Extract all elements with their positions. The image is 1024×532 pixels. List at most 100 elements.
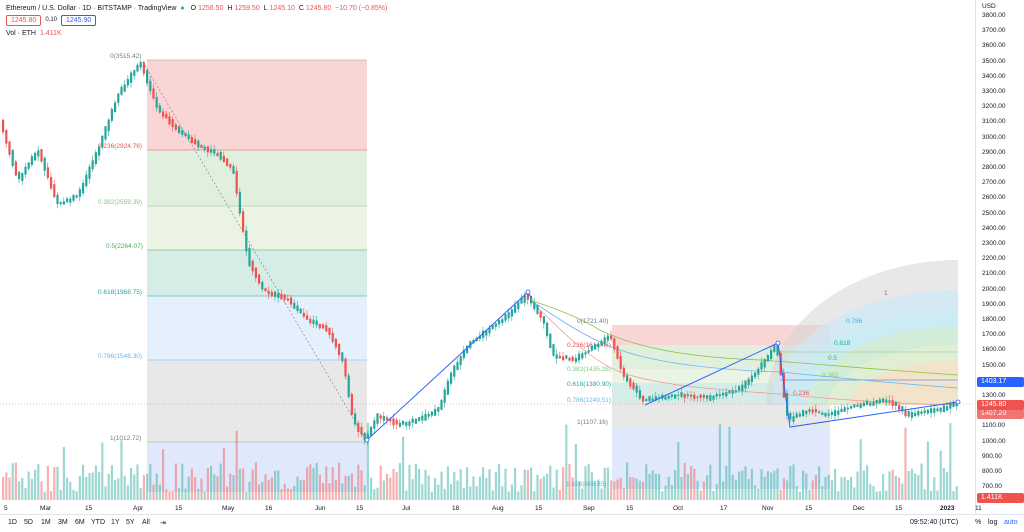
trend-lines[interactable]	[364, 289, 961, 443]
price-axis-tick: 2900.00	[982, 148, 1006, 156]
moving-averages	[529, 299, 959, 406]
price-chart[interactable]: 0(3515.42) 0.236(2924.76) 0.382(2559.39)…	[0, 0, 975, 514]
time-axis-tick: Jul	[402, 505, 411, 512]
log-toggle[interactable]: log	[988, 519, 998, 526]
volume-label[interactable]: Vol · ETH	[6, 30, 36, 37]
price-axis-tick: 800.00	[982, 468, 1002, 475]
price-axis-tick: 2700.00	[982, 179, 1006, 187]
fan-label-0786: 0.786	[846, 318, 863, 325]
price-axis-tick: 700.00	[982, 483, 1002, 491]
price-axis-tick: 1100.00	[982, 422, 1006, 430]
fib-r-label-1618: 1.618(696.85)	[566, 481, 606, 488]
time-axis-tick: 18	[452, 505, 460, 512]
legend-title-row: Ethereum / U.S. Dollar · 1D · BITSTAMP ·…	[6, 4, 387, 13]
fib-label-0236: 0.236(2924.76)	[98, 143, 142, 150]
volume-value: 1.411K	[39, 30, 62, 37]
fan-label-05: 0.5	[828, 355, 837, 362]
volume-legend-row: Vol · ETH 1.411K	[6, 29, 387, 38]
time-axis-tick: 15	[626, 505, 634, 512]
price-axis-tick: 2600.00	[982, 194, 1006, 202]
calendar-range-icon[interactable]: ⇥	[160, 520, 166, 527]
price-axis-tick: 2800.00	[982, 164, 1006, 171]
range-3m[interactable]: 3M	[58, 519, 68, 526]
time-axis-tick: Sep	[583, 505, 595, 512]
time-axis-tick: 15	[535, 505, 543, 512]
price-axis-tick: 3400.00	[982, 72, 1006, 80]
symbol-title[interactable]: Ethereum / U.S. Dollar · 1D · BITSTAMP ·…	[6, 5, 177, 12]
price-axis-tick: 2300.00	[982, 240, 1006, 247]
price-axis-tick: 3300.00	[982, 88, 1006, 95]
price-axis-tick: 1700.00	[982, 331, 1006, 339]
fib-label-1: 1(1012.72)	[110, 435, 141, 442]
range-1m[interactable]: 1M	[41, 519, 51, 526]
price-axis[interactable]: USD 3800.00 3700.00 3600.00 3500.00 3400.00 3…	[975, 0, 1024, 514]
price-axis-tick: 1300.00	[982, 392, 1006, 399]
time-axis-tick: 16	[265, 505, 273, 512]
last-price-tag: 1245.80	[977, 400, 1024, 410]
fan-label-0382: 0.382	[822, 372, 839, 379]
time-axis-tick: Dec	[853, 505, 865, 512]
time-axis-tick: Jun	[315, 505, 326, 512]
change-value: −10.70 (−0.85%)	[335, 5, 388, 12]
volume-tag: 1.411K	[977, 493, 1024, 503]
bottom-toolbar: 5 Mar 15 Apr 15 May 16 Jun 15 Jul 18 Aug 15 Sep 15 Oct 1…	[0, 505, 1024, 532]
time-axis-tick: Aug	[492, 505, 504, 512]
percent-toggle[interactable]: %	[975, 519, 982, 526]
fan-label-0236: 0.236	[793, 390, 810, 397]
time-axis-tick: 2023	[940, 505, 955, 512]
utc-clock[interactable]: 09:52:40 (UTC)	[910, 519, 959, 526]
candlesticks[interactable]	[2, 60, 958, 446]
price-axis-tick: 2200.00	[982, 255, 1006, 263]
price-axis-tick: 3600.00	[982, 42, 1006, 50]
fan-label-0618: 0.618	[834, 340, 851, 347]
status-dot-icon: ●	[180, 5, 185, 12]
price-tag-1403: 1403.17	[977, 377, 1024, 387]
range-1d[interactable]: 1D	[8, 519, 17, 526]
chart-legend: Ethereum / U.S. Dollar · 1D · BITSTAMP ·…	[6, 4, 387, 38]
time-axis-tick: 15	[805, 505, 813, 512]
time-axis-tick: 15	[85, 505, 93, 512]
price-axis-tick: 2500.00	[982, 209, 1006, 217]
range-1y[interactable]: 1Y	[111, 519, 120, 526]
bid-ask-row: 1245.80 0.10 1245.90	[6, 15, 387, 26]
range-5y[interactable]: 5Y	[126, 519, 135, 526]
price-axis-tick: 1500.00	[982, 361, 1006, 369]
fib-r-label-0382: 0.382(1435.28)	[567, 366, 611, 373]
buy-button[interactable]: 1245.90	[61, 15, 97, 26]
time-axis-tick: Nov	[762, 505, 774, 512]
fib-r-label-0618: 0.618(1380.90)	[567, 381, 611, 388]
axis-currency[interactable]: USD	[982, 3, 996, 10]
time-axis-tick: 17	[720, 505, 728, 512]
price-axis-tick: 1800.00	[982, 316, 1006, 323]
fib-label-0: 0(3515.42)	[110, 53, 141, 60]
range-5d[interactable]: 5D	[24, 519, 33, 526]
price-axis-tick: 3200.00	[982, 103, 1006, 111]
fib-retracement-left[interactable]: 0(3515.42) 0.236(2924.76) 0.382(2559.39)…	[98, 53, 367, 492]
range-all[interactable]: All	[142, 519, 150, 526]
price-axis-tick: 1600.00	[982, 346, 1006, 354]
time-axis-tick: 5	[4, 505, 8, 512]
auto-toggle[interactable]: auto	[1004, 519, 1018, 526]
sell-button[interactable]: 1245.80	[6, 15, 42, 26]
price-axis-tick: 1000.00	[982, 437, 1006, 445]
fib-fan-arcs[interactable]: 1 0.786 0.618 0.5 0.382 0.236	[766, 260, 958, 405]
range-6m[interactable]: 6M	[75, 519, 85, 526]
time-axis-tick: Mar	[40, 505, 52, 512]
price-axis-tick: 3500.00	[982, 57, 1006, 65]
fib-label-0786: 0.786(1548.30)	[98, 353, 142, 360]
spread-value: 0.10	[45, 17, 57, 23]
time-axis-tick: 11	[975, 505, 982, 512]
fib-r-label-1: 1(1107.16)	[577, 419, 608, 426]
price-axis-tick: 3000.00	[982, 133, 1006, 141]
range-ytd[interactable]: YTD	[91, 519, 105, 526]
time-axis-tick: 15	[895, 505, 903, 512]
volume-bars	[2, 423, 958, 500]
fib-label-0382: 0.382(2559.39)	[98, 199, 142, 206]
price-axis-tick: 3100.00	[982, 118, 1006, 126]
fib-r-label-0236: 0.236(1614.46)	[567, 342, 611, 349]
ohlc-values: O 1256.50 H 1259.50 L 1245.10 C 1245.80 −10.…	[190, 5, 388, 12]
price-axis-tick: 900.00	[982, 452, 1002, 460]
time-axis-tick: 15	[356, 505, 364, 512]
price-axis-tick: 2100.00	[982, 270, 1006, 278]
price-axis-tick: 1900.00	[982, 300, 1006, 308]
